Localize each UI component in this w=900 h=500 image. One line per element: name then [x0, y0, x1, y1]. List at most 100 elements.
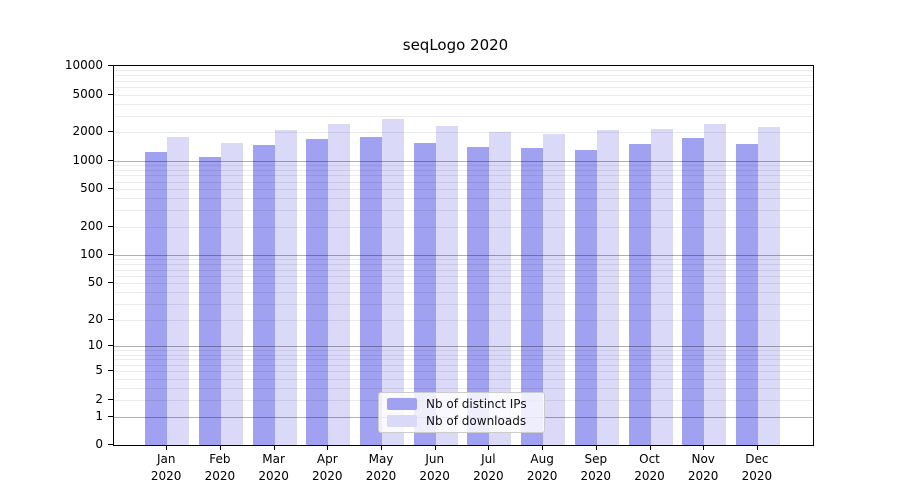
- y-axis-tick-label: 5000: [72, 86, 103, 101]
- x-axis-tick-label: Dec 2020: [741, 452, 773, 483]
- y-axis-tick: [108, 65, 113, 66]
- x-axis-tick-label: Jul 2020: [473, 452, 504, 483]
- y-axis-tick-label: 5: [95, 363, 103, 378]
- gridline-minor: [114, 226, 813, 228]
- x-axis-tick: [542, 445, 544, 450]
- bar-nb-of-distinct-ips: [413, 142, 436, 445]
- bar-nb-of-distinct-ips: [360, 136, 382, 445]
- y-axis-tick-label: 2000: [72, 124, 103, 139]
- gridline-minor: [114, 359, 813, 361]
- gridline-minor: [114, 94, 813, 96]
- x-axis-tick-label: Jan 2020: [150, 452, 182, 483]
- y-axis-tick: [108, 370, 113, 372]
- gridline-major: [114, 255, 813, 257]
- gridline-minor: [114, 303, 813, 305]
- bar-nb-of-downloads: [328, 123, 351, 445]
- gridline-minor: [114, 283, 813, 285]
- bar-nb-of-distinct-ips: [306, 138, 329, 445]
- y-axis-tick-label: 2: [95, 391, 103, 406]
- gridline-minor: [114, 264, 813, 266]
- y-axis-tick-label: 10: [87, 338, 103, 353]
- gridline-minor: [114, 189, 813, 191]
- y-axis-tick-label: 200: [80, 218, 103, 233]
- gridline-major: [114, 346, 813, 348]
- y-axis-tick: [108, 398, 113, 400]
- gridline-minor: [114, 103, 813, 105]
- x-axis-tick-label: Oct 2020: [634, 452, 665, 483]
- gridline-minor: [114, 364, 813, 366]
- y-axis-tick: [108, 159, 113, 161]
- gridline-minor: [114, 87, 813, 88]
- x-axis-tick: [595, 445, 597, 450]
- y-axis-tick: [108, 93, 113, 95]
- legend-item-nb-of-downloads: Nb of downloads: [379, 414, 544, 428]
- x-axis-tick: [703, 445, 705, 450]
- bar-nb-of-distinct-ips: [252, 145, 275, 445]
- y-axis-tick: [108, 282, 113, 284]
- gridline-minor: [114, 132, 813, 134]
- x-axis-tick-label: Aug 2020: [526, 452, 558, 483]
- x-axis-tick: [434, 445, 436, 450]
- bar-nb-of-downloads: [757, 126, 780, 445]
- gridline-minor: [114, 259, 813, 261]
- y-axis-tick: [108, 225, 113, 227]
- bar-nb-of-downloads: [167, 136, 190, 445]
- gridline-minor: [114, 165, 813, 166]
- legend-swatch-nb-of-distinct-ips: [387, 398, 417, 410]
- x-axis-tick-label: Mar 2020: [258, 452, 289, 483]
- x-axis-tick: [381, 445, 382, 450]
- x-axis-tick: [327, 445, 329, 450]
- bar-nb-of-downloads: [382, 119, 404, 445]
- bar-nb-of-downloads: [704, 123, 727, 445]
- bar-nb-of-downloads: [650, 129, 673, 445]
- y-axis-tick: [108, 318, 113, 320]
- bar-nb-of-downloads: [596, 130, 619, 445]
- legend-swatch-nb-of-downloads: [387, 415, 417, 427]
- gridline-minor: [114, 175, 813, 177]
- legend-label: Nb of downloads: [426, 414, 527, 428]
- y-axis-tick-label: 1000: [72, 152, 103, 167]
- y-axis-tick-label: 100: [80, 247, 103, 262]
- chart-title: seqLogo 2020: [402, 36, 509, 54]
- x-axis-tick: [219, 445, 221, 450]
- y-axis-tick: [108, 131, 113, 133]
- gridline-minor: [114, 378, 813, 380]
- x-axis-tick-label: Feb 2020: [204, 452, 236, 483]
- gridline-minor: [114, 75, 813, 77]
- x-axis-tick: [166, 445, 168, 450]
- bar-nb-of-distinct-ips: [735, 144, 758, 445]
- legend-label: Nb of distinct IPs: [426, 397, 527, 411]
- bar-nb-of-downloads: [435, 125, 458, 445]
- gridline-minor: [114, 371, 813, 373]
- x-axis-tick-label: May 2020: [365, 452, 397, 483]
- gridline-minor: [114, 292, 813, 294]
- gridline-minor: [114, 269, 813, 271]
- bar-nb-of-downloads: [220, 142, 243, 445]
- x-axis-tick-label: Apr 2020: [312, 452, 343, 483]
- x-axis-tick: [756, 445, 758, 450]
- x-axis-tick-label: Nov 2020: [687, 452, 719, 483]
- bar-nb-of-downloads: [543, 134, 566, 445]
- gridline-minor: [114, 210, 813, 212]
- gridline-minor: [114, 80, 813, 82]
- x-axis-tick: [649, 445, 651, 450]
- x-axis-tick: [273, 445, 275, 450]
- y-axis-tick-label: 10000: [64, 58, 103, 72]
- bar-nb-of-downloads: [489, 132, 512, 445]
- gridline-minor: [114, 388, 813, 389]
- bar-nb-of-distinct-ips: [574, 149, 597, 445]
- bar-nb-of-distinct-ips: [682, 137, 705, 445]
- y-axis-tick: [108, 254, 113, 256]
- bar-nb-of-distinct-ips: [628, 144, 651, 445]
- gridline-minor: [114, 169, 813, 171]
- bar-nb-of-downloads: [274, 130, 297, 445]
- gridline-minor: [114, 354, 813, 356]
- y-axis-tick: [108, 444, 113, 445]
- y-axis-tick-label: 500: [80, 181, 103, 196]
- gridline-minor: [114, 115, 813, 117]
- gridline-minor: [114, 319, 813, 321]
- gridline-major: [114, 160, 813, 162]
- gridline-minor: [114, 350, 813, 352]
- gridline-minor: [114, 181, 813, 183]
